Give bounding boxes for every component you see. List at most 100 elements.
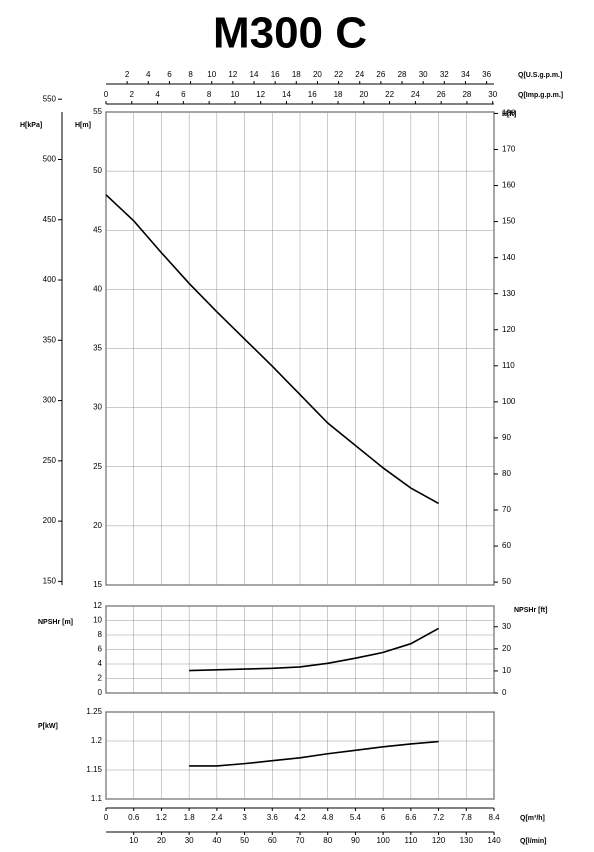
y-tick-label: 4 [98, 659, 103, 668]
x-tick-label: 1.2 [156, 813, 168, 822]
bottom-tick-label: 130 [460, 836, 474, 845]
y-axis-label: H[m] [75, 122, 91, 129]
top-tick-label: 4 [146, 70, 151, 79]
x-tick-label: 7.8 [461, 813, 473, 822]
top-tick-label: 16 [271, 70, 280, 79]
y-tick-label: 25 [93, 462, 102, 471]
bottom-tick-label: 110 [404, 836, 417, 845]
y2-tick-label: 180 [502, 109, 516, 118]
curve [189, 627, 439, 672]
y2-tick-label: 90 [502, 433, 511, 442]
y2-tick-label: 10 [502, 666, 511, 675]
y3-tick-label: 150 [43, 576, 57, 585]
y2-tick-label: 70 [502, 505, 511, 514]
top-tick-label: 34 [461, 70, 470, 79]
y-tick-label: 45 [93, 225, 102, 234]
curve [105, 194, 439, 505]
x-tick-label: 2.4 [211, 813, 223, 822]
y-tick-label: 8 [98, 630, 103, 639]
top-tick-label: 28 [462, 90, 471, 99]
y2-tick-label: 100 [502, 397, 516, 406]
y-tick-label: 20 [93, 521, 102, 530]
top-tick-label: 6 [167, 70, 172, 79]
y3-tick-label: 300 [43, 396, 57, 405]
x-tick-label: 6 [381, 813, 386, 822]
bottom-tick-label: 140 [487, 836, 501, 845]
bottom-tick-label: 90 [351, 836, 360, 845]
bottom-tick-label: 40 [212, 836, 221, 845]
y-tick-label: 2 [98, 674, 103, 683]
curve [189, 740, 439, 767]
x-tick-label: 6.6 [405, 813, 417, 822]
y-axis-label: NPSHr [m] [38, 619, 73, 626]
top-tick-label: 14 [250, 70, 259, 79]
x-tick-label: 5.4 [350, 813, 362, 822]
y3-tick-label: 400 [43, 275, 57, 284]
y3-axis-label: H[kPa] [20, 122, 42, 129]
chart-title: M300 C [213, 9, 367, 58]
bottom-tick-label: 100 [376, 836, 390, 845]
top-axis-label: Q[Imp.g.p.m.] [518, 92, 563, 99]
y-tick-label: 10 [93, 616, 102, 625]
y-tick-label: 50 [93, 166, 102, 175]
y2-tick-label: 80 [502, 469, 511, 478]
y2-tick-label: 60 [502, 541, 511, 550]
top-tick-label: 0 [104, 90, 109, 99]
top-tick-label: 36 [482, 70, 491, 79]
top-tick-label: 10 [207, 70, 216, 79]
top-tick-label: 12 [228, 70, 237, 79]
top-tick-label: 30 [488, 90, 497, 99]
x-axis-label: Q[m³/h] [520, 815, 545, 822]
x-tick-label: 8.4 [488, 813, 500, 822]
top-tick-label: 8 [188, 70, 193, 79]
bottom-axis-label: Q[l/min] [520, 838, 546, 845]
y2-tick-label: 110 [502, 361, 515, 370]
y3-tick-label: 200 [43, 516, 57, 525]
y-axis-label: P[kW] [38, 723, 58, 730]
top-tick-label: 12 [256, 90, 265, 99]
y2-axis-label: NPSHr [ft] [514, 607, 547, 614]
y-tick-label: 1.2 [91, 736, 103, 745]
y-tick-label: 40 [93, 284, 102, 293]
top-tick-label: 24 [411, 90, 420, 99]
bottom-tick-label: 10 [129, 836, 138, 845]
top-axis-label: Q[U.S.g.p.m.] [518, 72, 562, 79]
top-tick-label: 18 [292, 70, 301, 79]
top-tick-label: 10 [230, 90, 239, 99]
top-tick-label: 32 [440, 70, 449, 79]
bottom-tick-label: 120 [432, 836, 446, 845]
top-tick-label: 28 [398, 70, 407, 79]
x-tick-label: 3.6 [267, 813, 279, 822]
y2-tick-label: 140 [502, 253, 516, 262]
y3-tick-label: 450 [43, 215, 57, 224]
y3-tick-label: 550 [43, 94, 57, 103]
top-tick-label: 26 [376, 70, 385, 79]
y-tick-label: 35 [93, 344, 102, 353]
y-tick-label: 1.1 [91, 794, 103, 803]
top-tick-label: 30 [419, 70, 428, 79]
y-tick-label: 15 [93, 580, 102, 589]
top-tick-label: 16 [308, 90, 317, 99]
y-tick-label: 1.25 [86, 707, 102, 716]
top-tick-label: 20 [359, 90, 368, 99]
top-tick-label: 4 [155, 90, 160, 99]
y3-tick-label: 250 [43, 456, 57, 465]
top-tick-label: 6 [181, 90, 186, 99]
top-tick-label: 22 [385, 90, 394, 99]
top-tick-label: 2 [125, 70, 130, 79]
y2-tick-label: 50 [502, 577, 511, 586]
top-tick-label: 20 [313, 70, 322, 79]
x-tick-label: 1.8 [184, 813, 196, 822]
bottom-tick-label: 80 [323, 836, 332, 845]
y-tick-label: 12 [93, 601, 102, 610]
y2-tick-label: 130 [502, 289, 516, 298]
y-tick-label: 6 [98, 645, 103, 654]
x-tick-label: 0.6 [128, 813, 140, 822]
bottom-tick-label: 70 [296, 836, 305, 845]
y3-tick-label: 500 [43, 155, 57, 164]
x-tick-label: 7.2 [433, 813, 445, 822]
y2-tick-label: 0 [502, 688, 507, 697]
bottom-tick-label: 50 [240, 836, 249, 845]
top-tick-label: 2 [130, 90, 135, 99]
top-tick-label: 14 [282, 90, 291, 99]
